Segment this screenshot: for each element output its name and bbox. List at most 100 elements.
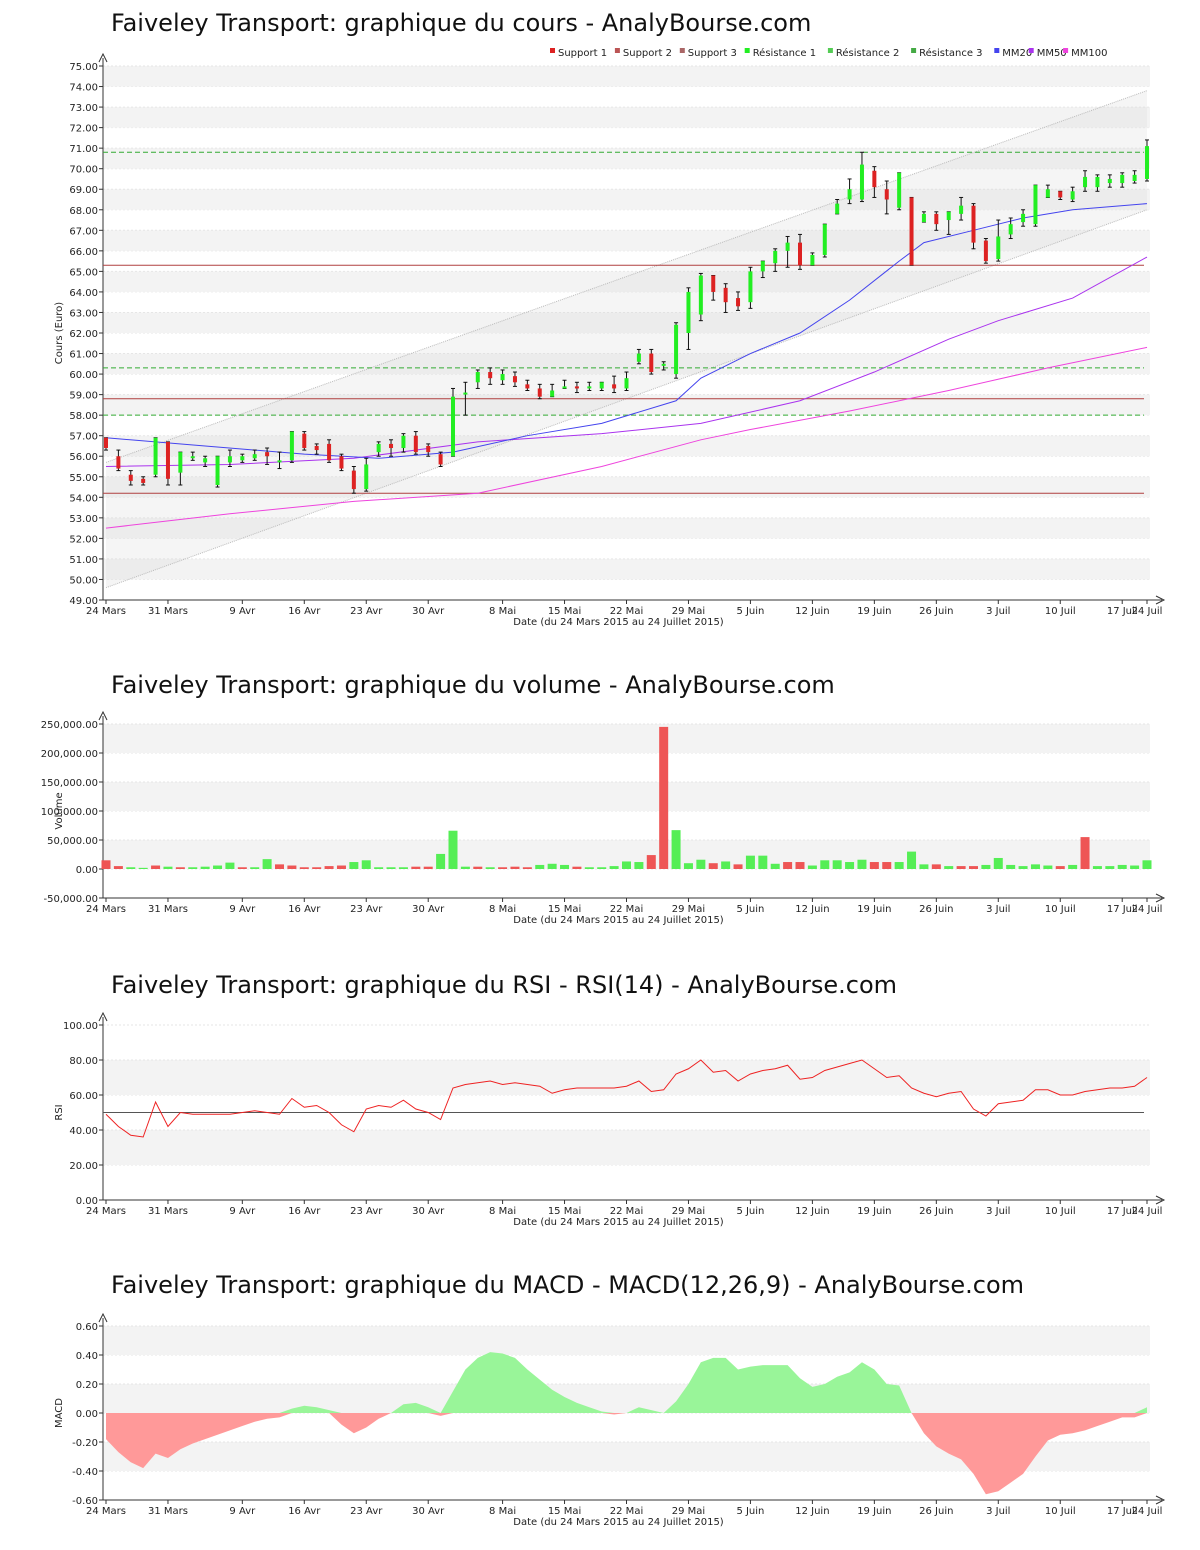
y-tick-label: 100,000.00: [41, 807, 98, 818]
x-tick-label: 24 Juil: [1132, 904, 1163, 915]
y-tick-label: 64.00: [69, 288, 98, 299]
candle-body: [153, 437, 158, 475]
x-tick-label: 9 Avr: [229, 904, 256, 915]
candle-body: [550, 390, 555, 397]
candle-body: [748, 271, 753, 303]
volume-bar: [250, 867, 260, 869]
x-tick-label: 10 Juil: [1045, 1506, 1076, 1517]
y-tick-label: 0.60: [76, 1322, 98, 1333]
volume-bar: [312, 867, 322, 869]
volume-bar: [175, 867, 185, 869]
volume-bar: [646, 855, 656, 869]
channel-upper-line: [105, 90, 1148, 463]
volume-bar: [956, 866, 966, 869]
volume-panel: Faiveley Transport: graphique du volume …: [0, 640, 1200, 940]
volume-bar: [795, 862, 805, 869]
x-tick-label: 8 Mai: [489, 1206, 516, 1217]
volume-bar: [448, 830, 458, 869]
candle-body: [289, 431, 294, 461]
candle-body: [364, 464, 369, 490]
candle-body: [314, 445, 319, 451]
volume-bar: [597, 867, 607, 869]
channel-lower-line: [105, 209, 1148, 589]
volume-bar: [1092, 866, 1102, 869]
x-tick-label: 26 Juin: [919, 1206, 953, 1217]
x-tick-label: 15 Mai: [548, 606, 581, 617]
volume-bar: [225, 862, 235, 869]
volume-bar: [473, 866, 483, 869]
y-tick-label: 59.00: [69, 391, 98, 402]
x-tick-label: 24 Mars: [86, 904, 126, 915]
x-axis-arrow: [1155, 1195, 1166, 1205]
y-tick-label: 57.00: [69, 432, 98, 443]
grid-band: [103, 782, 1150, 811]
y-tick-label: -0.20: [72, 1438, 98, 1449]
x-tick-label: 24 Juil: [1132, 1506, 1163, 1517]
candle-body: [574, 386, 579, 389]
y-tick-label: 65.00: [69, 267, 98, 278]
y-tick-label: 60.00: [69, 1091, 98, 1102]
volume-bar: [572, 866, 582, 869]
x-tick-label: 24 Juil: [1132, 1206, 1163, 1217]
x-tick-label: 24 Mars: [86, 1506, 126, 1517]
x-tick-label: 8 Mai: [489, 606, 516, 617]
x-tick-label: 31 Mars: [148, 1506, 188, 1517]
x-tick-label: 24 Mars: [86, 1206, 126, 1217]
rsi-panel: Faiveley Transport: graphique du RSI - R…: [0, 940, 1200, 1240]
volume-bar: [969, 866, 978, 869]
y-tick-label: 69.00: [69, 185, 98, 196]
volume-bar: [151, 865, 161, 869]
grid-band: [103, 1384, 1150, 1413]
volume-bar: [1117, 864, 1127, 869]
volume-bar: [498, 867, 508, 869]
y-tick-label: 61.00: [69, 350, 98, 361]
volume-bar: [845, 862, 855, 869]
y-axis-arrow: [98, 1011, 108, 1022]
legend-swatch: [1063, 48, 1069, 53]
candle-body: [141, 478, 146, 483]
volume-bar: [733, 864, 743, 869]
candle-body: [500, 374, 505, 381]
y-tick-label: 55.00: [69, 473, 98, 484]
volume-bar: [993, 857, 1003, 869]
volume-bar: [275, 864, 284, 869]
candle-body: [178, 452, 183, 473]
candle-body: [599, 382, 604, 389]
x-tick-label: 16 Avr: [288, 1206, 321, 1217]
candle-body: [934, 213, 939, 225]
y-tick-label: 72.00: [69, 124, 98, 135]
y-tick-label: 100.00: [63, 1021, 98, 1032]
x-tick-label: 29 Mai: [672, 1206, 705, 1217]
y-tick-label: 40.00: [69, 1126, 98, 1137]
y-tick-label: 66.00: [69, 247, 98, 258]
legend-swatch: [744, 48, 750, 53]
y-tick-label: 20.00: [69, 1161, 98, 1172]
candle-body: [203, 458, 208, 463]
volume-bar: [336, 865, 346, 869]
legend-label: Résistance 2: [836, 47, 899, 59]
candle-body: [339, 456, 344, 469]
x-tick-label: 17 Juil: [1107, 1506, 1138, 1517]
y-axis-arrow: [98, 52, 108, 63]
y-tick-label: -50,000.00: [43, 894, 98, 905]
candle-body: [835, 203, 840, 214]
volume-bar: [213, 865, 223, 869]
x-tick-label: 17 Juil: [1107, 606, 1138, 617]
x-tick-label: 9 Avr: [229, 606, 256, 617]
legend-swatch: [994, 48, 1000, 53]
volume-bar: [126, 867, 136, 869]
volume-bar: [820, 860, 830, 869]
volume-bar: [981, 864, 991, 869]
y-tick-label: 67.00: [69, 226, 98, 237]
x-axis-title: Date (du 24 Mars 2015 au 24 Juillet 2015…: [513, 915, 724, 926]
volume-bar: [659, 726, 669, 869]
x-tick-label: 19 Juin: [857, 1506, 891, 1517]
macd-negative-area: [106, 1413, 1147, 1495]
volume-bar: [857, 859, 867, 869]
candle-body: [1095, 176, 1100, 188]
legend-swatch: [911, 48, 917, 53]
volume-bar: [436, 853, 446, 869]
x-tick-label: 22 Mai: [610, 606, 643, 617]
candle-body: [959, 205, 964, 214]
y-tick-label: 250,000.00: [41, 720, 98, 731]
